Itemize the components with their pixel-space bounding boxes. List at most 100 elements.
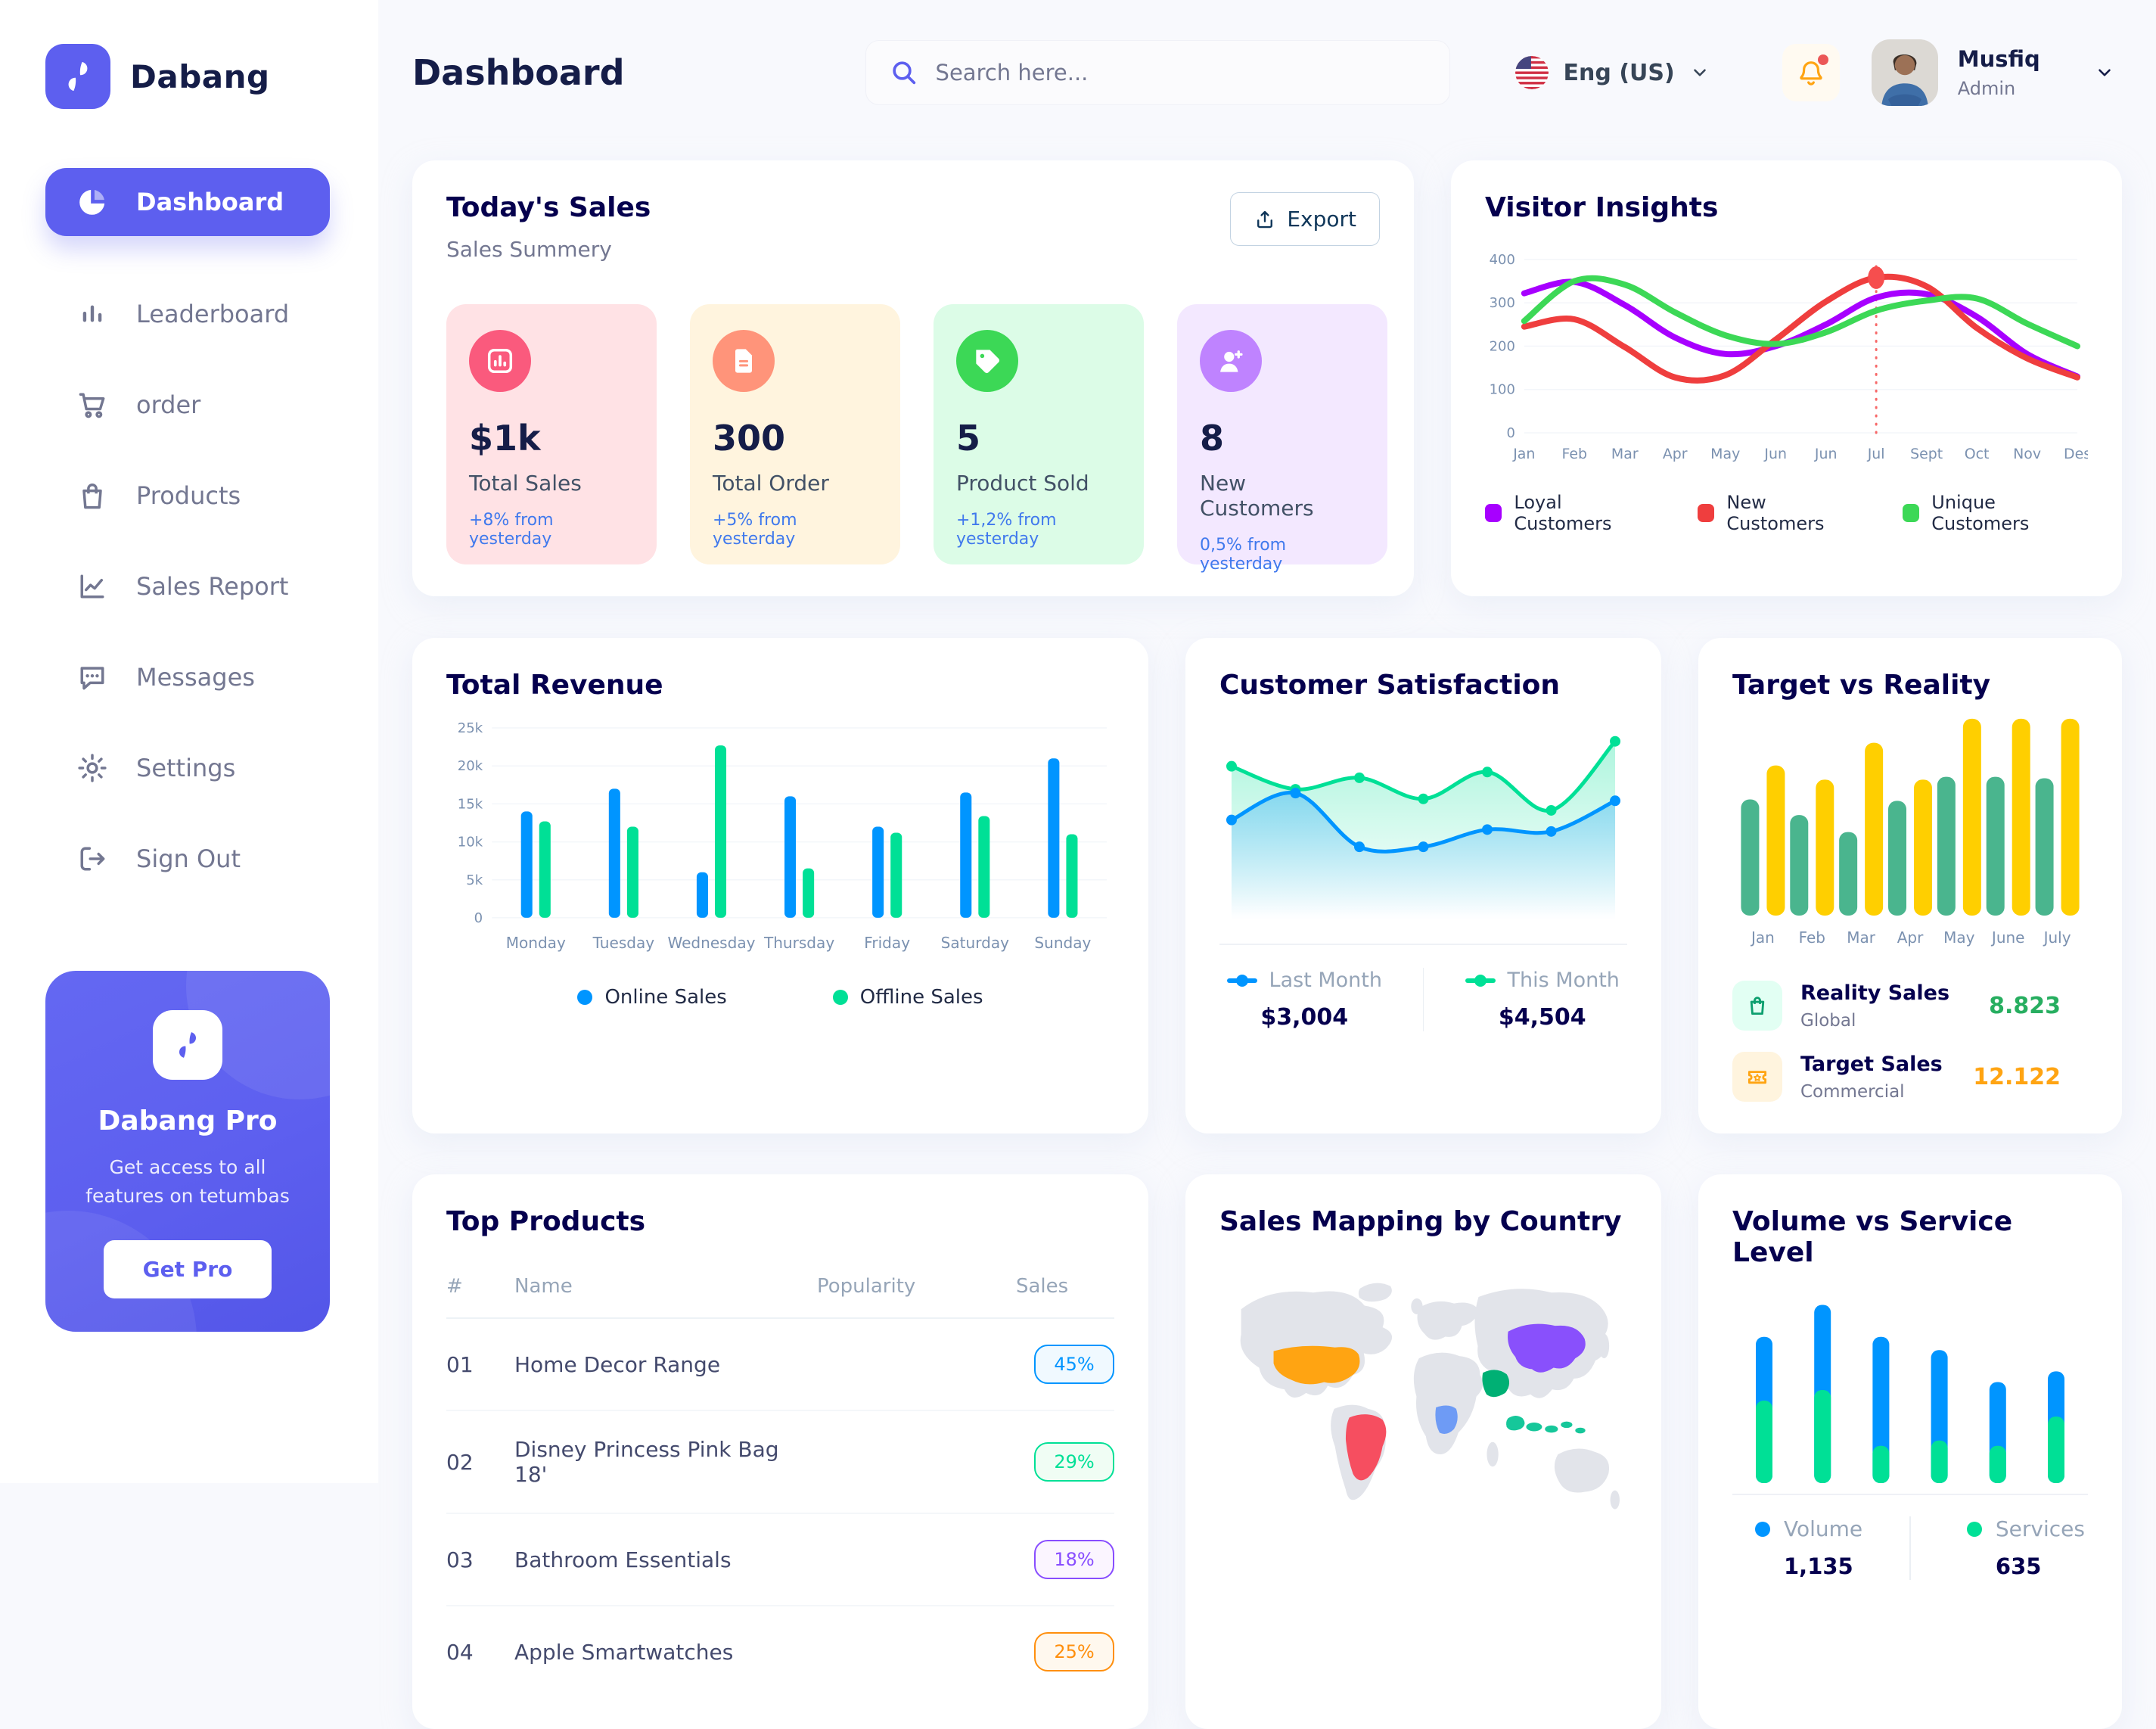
stat-value: $1k [469, 418, 541, 459]
sign-out-icon [80, 847, 105, 871]
sidebar-item-sales-report[interactable]: Sales Report [45, 552, 330, 620]
sales-chart-icon [469, 330, 531, 392]
product-name: Home Decor Range [514, 1351, 721, 1377]
svg-text:Feb: Feb [1562, 446, 1587, 462]
get-pro-button[interactable]: Get Pro [103, 1240, 272, 1298]
legend-label: Online Sales [604, 986, 727, 1009]
chevron-down-icon [1693, 69, 1706, 76]
legend-item: Reality Sales Global 8.823 [1732, 981, 2088, 1031]
column-header: Popularity [817, 1275, 916, 1298]
sidebar-item-settings[interactable]: Settings [45, 734, 330, 802]
legend-item: New Customers [1698, 492, 1860, 534]
svg-text:Sunday: Sunday [1034, 934, 1091, 952]
order-file-icon [735, 349, 752, 373]
svg-text:0: 0 [1506, 425, 1514, 441]
target-vs-reality-title: Target vs Reality [1732, 670, 1991, 701]
total-revenue-chart: 0 5k 10k 15k 20k 25k Monday Tuesday Wednesday Thu… [458, 720, 1107, 952]
new-customer-icon [1200, 330, 1262, 392]
search-bar[interactable] [865, 40, 1450, 105]
svg-text:10k: 10k [458, 835, 483, 851]
svg-text:Mar: Mar [1611, 446, 1639, 462]
visitor-insights-legend: Loyal Customers New Customers Unique Custo… [1485, 492, 2088, 534]
svg-text:Apr: Apr [1897, 928, 1924, 947]
target-vs-reality-chart: Jan Feb Mar Apr May June July [1741, 718, 2080, 947]
sidebar-item-messages[interactable]: Messages [45, 643, 330, 711]
divider [1732, 1494, 2088, 1495]
svg-text:100: 100 [1490, 382, 1515, 398]
top-products-card: Top Products # Name Popularity Sales 01 Home… [412, 1174, 1148, 1729]
map-japan [1598, 1333, 1610, 1359]
sidebar-item-dashboard[interactable]: Dashboard [45, 168, 330, 236]
legend-value: 1,135 [1784, 1553, 1853, 1579]
notifications-button[interactable] [1782, 44, 1840, 101]
svg-text:Monday: Monday [506, 934, 566, 952]
legend-label: Loyal Customers [1514, 491, 1612, 534]
stat-label: Product Sold [956, 471, 1089, 496]
volume-vs-service-chart [1756, 1305, 2064, 1483]
svg-text:Sept: Sept [1910, 446, 1943, 462]
export-button[interactable]: Export [1230, 192, 1380, 246]
todays-sales-card: Today's Sales Sales Summery Export $1k To… [412, 160, 1414, 596]
legend-item: Loyal Customers [1485, 492, 1655, 534]
svg-text:May: May [1943, 928, 1975, 947]
product-index: 01 [446, 1351, 474, 1377]
us-flag-icon [1514, 56, 1549, 89]
product-index: 03 [446, 1547, 474, 1572]
svg-text:Apr: Apr [1663, 446, 1688, 462]
sidebar-item-label: Dashboard [136, 188, 284, 216]
svg-text:200: 200 [1490, 338, 1515, 354]
map-greenland [1358, 1283, 1392, 1302]
legend-value: 635 [1995, 1553, 2042, 1579]
legend-divider [1909, 1516, 1911, 1580]
stat-label: New Customers [1200, 471, 1314, 521]
legend-item: Unique Customers [1902, 492, 2088, 534]
map-united-states [1273, 1345, 1360, 1385]
sales-badge: 29% [1034, 1442, 1114, 1482]
profile-menu[interactable]: Musfiq Admin [1871, 39, 2114, 106]
export-label: Export [1287, 207, 1356, 232]
legend-label: Target Sales [1800, 1052, 1943, 1076]
tag-icon [976, 350, 1000, 374]
order-file-icon [713, 330, 775, 392]
target-vs-reality-legend: Reality Sales Global 8.823 Target Sales Comm… [1732, 981, 2088, 1102]
product-name: Bathroom Essentials [514, 1547, 732, 1572]
legend-swatch [1755, 1521, 1770, 1537]
sidebar-item-label: order [136, 390, 201, 419]
total-revenue-legend: Online Sales Offline Sales [446, 986, 1114, 1009]
legend-swatch [1966, 1521, 1982, 1537]
sales-badge: 45% [1034, 1345, 1114, 1384]
sidebar-item-products[interactable]: Products [45, 462, 330, 530]
line-chart-icon [80, 574, 104, 599]
language-selector[interactable]: Eng (US) [1514, 56, 1710, 89]
promo-card: Dabang Pro Get access to all features on… [45, 971, 330, 1332]
avatar [1871, 39, 1938, 106]
map-new-zealand [1610, 1490, 1620, 1510]
svg-text:Thursday: Thursday [763, 934, 834, 952]
sidebar-item-order[interactable]: order [45, 371, 330, 439]
legend-label: This Month [1507, 969, 1620, 993]
stat-card-total-order: 300 Total Order +5% from yesterday [690, 304, 900, 564]
legend-label: Services [1995, 1516, 2085, 1541]
legend-value: 8.823 [1989, 992, 2061, 1019]
svg-text:300: 300 [1490, 295, 1515, 311]
sidebar-item-leaderboard[interactable]: Leaderboard [45, 280, 330, 348]
topbar: Dashboard [412, 27, 2122, 118]
stat-delta: +5% from yesterday [713, 511, 797, 549]
map-dr-congo [1435, 1405, 1458, 1434]
gear-icon [78, 754, 107, 782]
sidebar-item-label: Sales Report [136, 572, 289, 601]
svg-text:400: 400 [1490, 252, 1515, 268]
stat-value: 5 [956, 418, 981, 459]
world-map [1240, 1283, 1620, 1510]
svg-text:May: May [1710, 446, 1740, 462]
search-input[interactable] [935, 60, 1427, 86]
map-saudi-arabia [1482, 1370, 1510, 1398]
stat-delta: +1,2% from yesterday [956, 511, 1057, 549]
main-content: Dashboard [378, 0, 2156, 1729]
sidebar-item-sign-out[interactable]: Sign Out [45, 825, 330, 893]
todays-sales-title: Today's Sales [446, 192, 651, 223]
visitor-insights-chart: 0 100 200 300 400 Jan Feb Mar Apr May Jun Jun Jul Sep… [1490, 252, 2088, 462]
sidebar-item-label: Leaderboard [136, 300, 290, 328]
customer-satisfaction-chart [1226, 735, 1621, 935]
pie-chart-icon [79, 189, 105, 215]
